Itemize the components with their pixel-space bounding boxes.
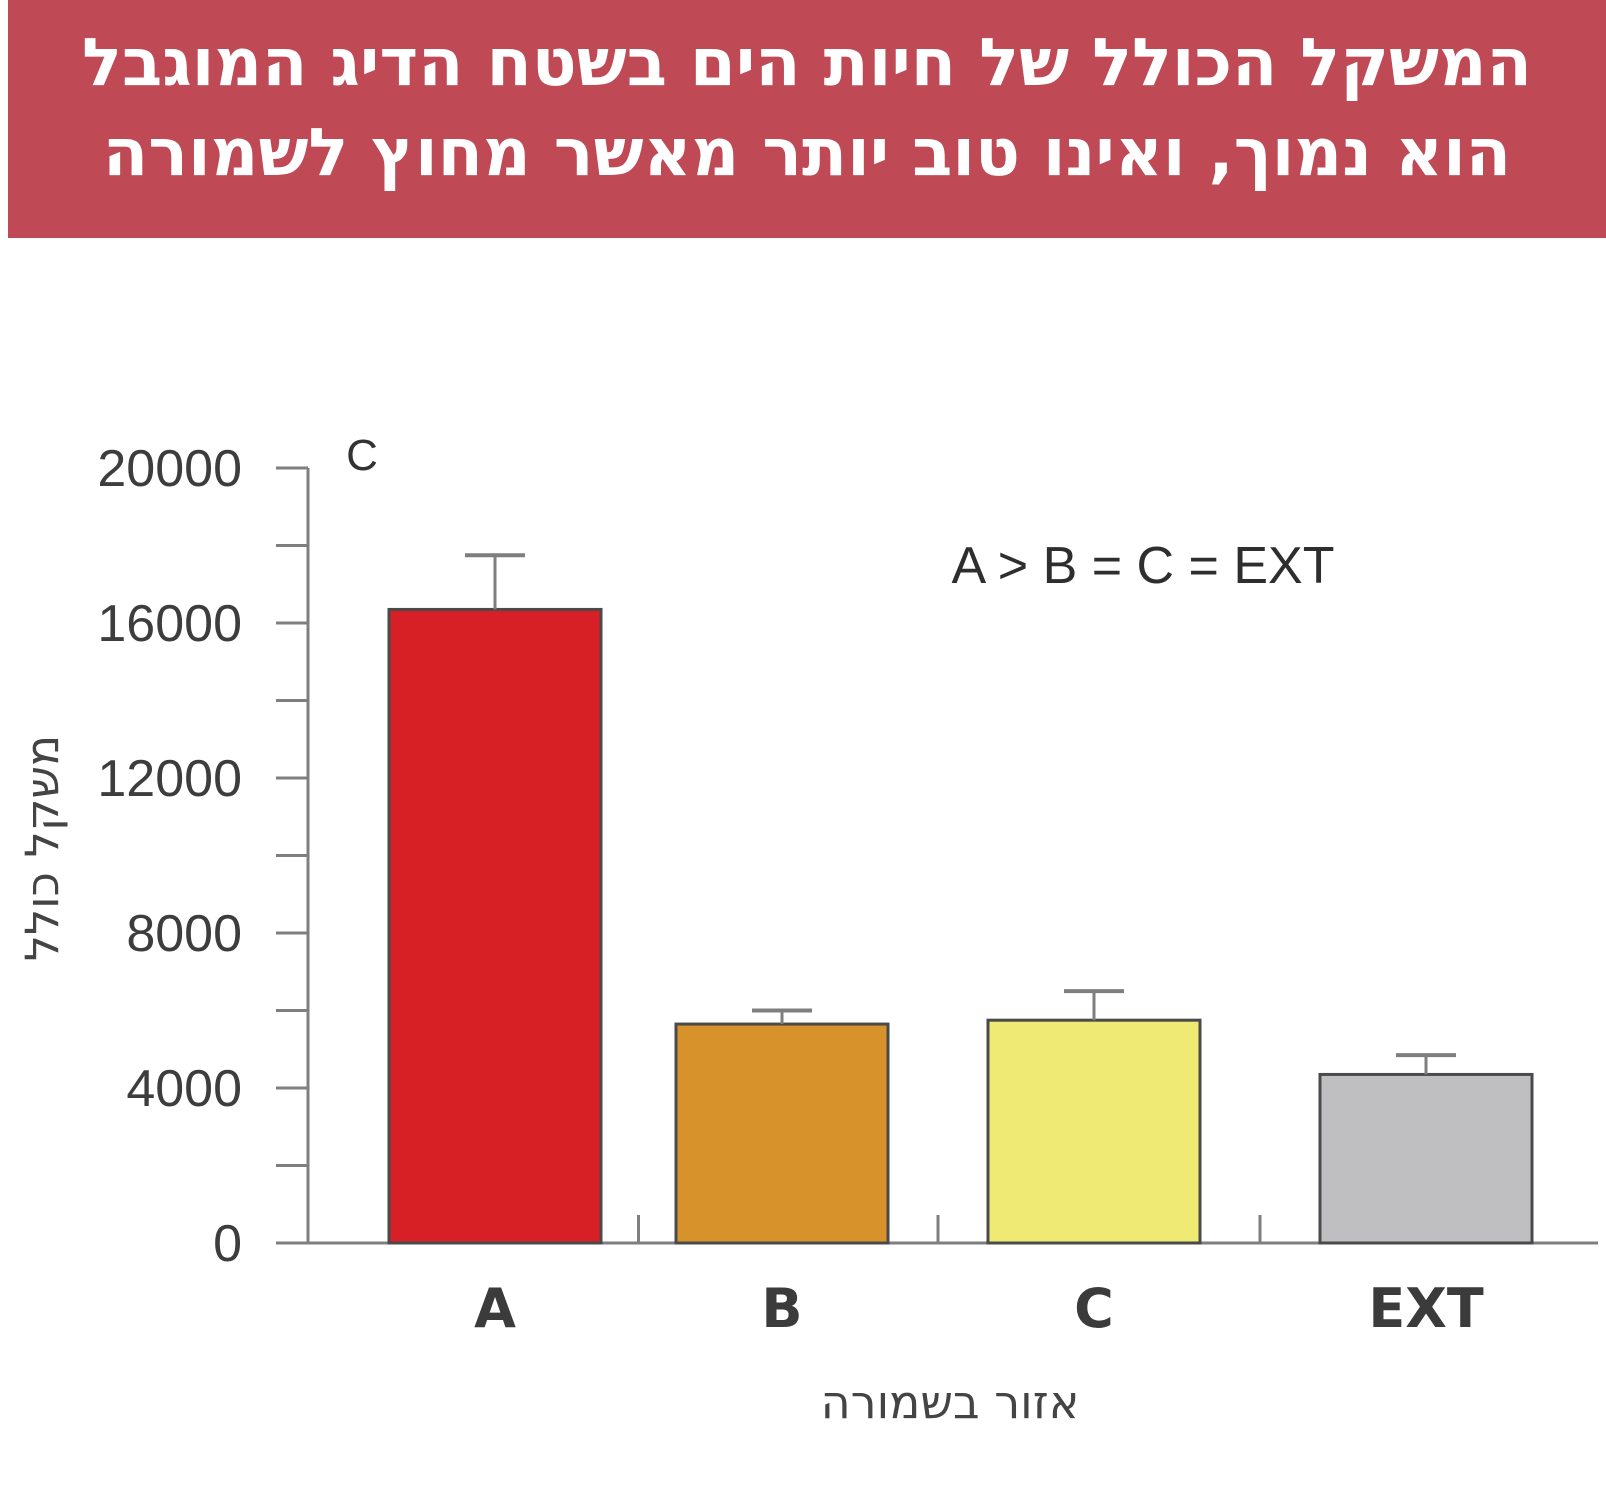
chart-title-line-1: המשקל הכולל של חיות הים בשטח הדיג המוגבל bbox=[82, 24, 1532, 101]
category-label-ext: EXT bbox=[1368, 1277, 1484, 1340]
chart-title-line-2: הוא נמוך, ואינו טוב יותר מאשר מחוץ לשמור… bbox=[102, 114, 1512, 191]
bars bbox=[387, 607, 1534, 1245]
panel-label: C bbox=[346, 431, 378, 480]
significance-annotation: A > B = C = EXT bbox=[952, 537, 1335, 595]
category-label-c: C bbox=[1074, 1277, 1114, 1340]
y-axis-title: משקל כולל bbox=[15, 735, 69, 961]
bar-b bbox=[674, 1022, 890, 1245]
y-tick-label: 20000 bbox=[97, 440, 242, 498]
bar-ext bbox=[1318, 1072, 1534, 1245]
y-tick-label: 4000 bbox=[126, 1060, 242, 1118]
category-labels: A B C EXT bbox=[474, 1277, 1484, 1340]
category-label-a: A bbox=[474, 1277, 516, 1340]
x-axis-title: אזור בשמורה bbox=[821, 1375, 1080, 1429]
bar-c bbox=[986, 1018, 1202, 1245]
error-bars bbox=[465, 553, 1456, 1075]
y-tick-label: 12000 bbox=[97, 750, 242, 808]
y-tick-label: 8000 bbox=[126, 905, 242, 963]
y-tick-label: 16000 bbox=[97, 595, 242, 653]
y-tick-label: 0 bbox=[213, 1215, 242, 1273]
title-banner: המשקל הכולל של חיות הים בשטח הדיג המוגבל… bbox=[8, 0, 1606, 238]
y-axis: 0 4000 8000 12000 16000 20000 bbox=[97, 440, 310, 1273]
category-label-b: B bbox=[761, 1277, 802, 1340]
bar-a bbox=[387, 607, 603, 1245]
